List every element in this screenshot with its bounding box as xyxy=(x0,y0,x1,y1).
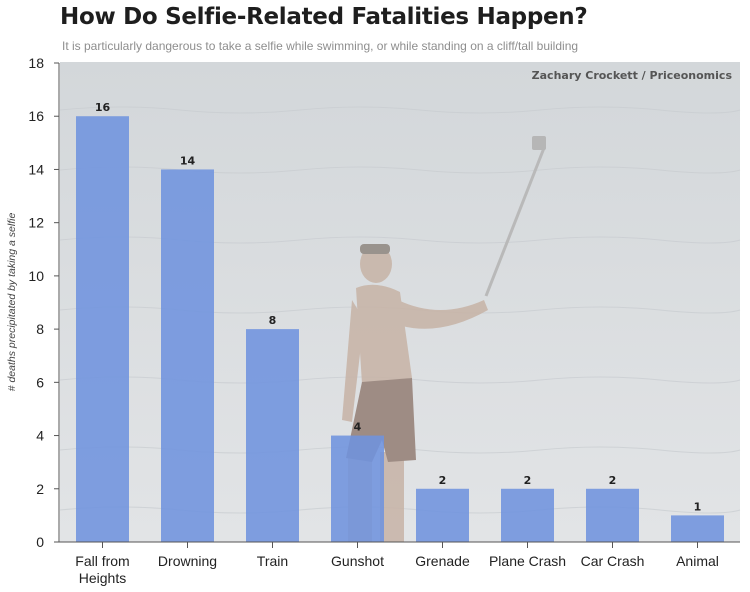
x-tick-label: Car Crash xyxy=(581,553,645,569)
data-label: 2 xyxy=(439,474,447,487)
x-tick-label: Drowning xyxy=(158,553,217,569)
data-label: 1 xyxy=(694,500,702,513)
data-label: 14 xyxy=(180,154,196,167)
y-tick-label: 18 xyxy=(28,55,44,71)
y-tick-label: 12 xyxy=(28,215,44,231)
data-label: 2 xyxy=(524,474,532,487)
bar xyxy=(671,515,724,542)
data-label: 4 xyxy=(354,421,362,434)
bar xyxy=(586,488,639,542)
bar xyxy=(331,435,384,542)
y-tick-label: 16 xyxy=(28,108,44,124)
y-tick-label: 14 xyxy=(28,161,44,177)
x-tick-label: Train xyxy=(257,553,288,569)
x-tick-label: Animal xyxy=(676,553,719,569)
y-axis-label: # deaths precipitated by taking a selfie xyxy=(6,213,18,392)
y-tick-label: 0 xyxy=(36,534,44,550)
bar xyxy=(416,488,469,542)
chart-title: How Do Selfie-Related Fatalities Happen? xyxy=(60,4,588,30)
x-tick-label: Plane Crash xyxy=(489,553,566,569)
y-axis: 0 2 4 6 8 10 12 14 16 18 xyxy=(28,55,60,550)
bar xyxy=(501,488,554,542)
x-tick-label: Fall from Heights xyxy=(75,553,129,586)
data-label: 8 xyxy=(269,314,277,327)
x-axis: Fall from Heights Drowning Train Gunshot Gren… xyxy=(59,541,740,586)
y-tick-label: 2 xyxy=(36,481,44,497)
y-tick-label: 4 xyxy=(36,428,44,444)
y-tick-label: 10 xyxy=(28,268,44,284)
chart-subtitle: It is particularly dangerous to take a s… xyxy=(62,39,579,53)
data-label: 16 xyxy=(95,101,111,114)
data-label: 2 xyxy=(609,474,617,487)
y-tick-label: 8 xyxy=(36,321,44,337)
x-tick-label: Gunshot xyxy=(331,553,384,569)
bar xyxy=(76,116,129,542)
bar xyxy=(246,329,299,542)
x-tick-label: Grenade xyxy=(415,553,470,569)
y-tick-label: 6 xyxy=(36,374,44,390)
bar xyxy=(161,169,214,542)
bars-group: 16 14 8 4 2 2 2 1 xyxy=(76,101,724,542)
source-credit: Zachary Crockett / Priceonomics xyxy=(532,69,733,82)
